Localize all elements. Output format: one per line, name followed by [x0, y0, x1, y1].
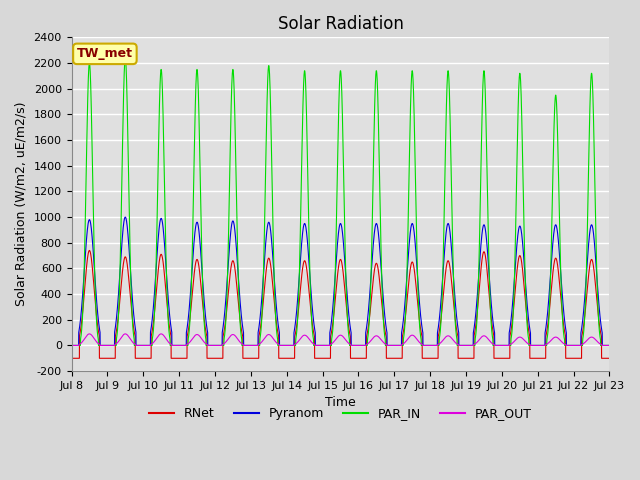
RNet — [461, 355, 469, 361]
PAR_IN — [164, 319, 172, 325]
Legend: RNet, Pyranom, PAR_IN, PAR_OUT: RNet, Pyranom, PAR_IN, PAR_OUT — [144, 402, 537, 425]
Line: RNet: RNet — [72, 251, 609, 358]
PAR_OUT — [605, 343, 612, 348]
Line: PAR_OUT: PAR_OUT — [72, 334, 609, 346]
RNet — [164, 315, 172, 321]
Pyranom — [605, 343, 612, 348]
PAR_IN — [461, 343, 469, 348]
PAR_OUT — [492, 343, 499, 348]
PAR_OUT — [431, 343, 439, 348]
Y-axis label: Solar Radiation (W/m2, uE/m2/s): Solar Radiation (W/m2, uE/m2/s) — [15, 102, 28, 306]
PAR_OUT — [461, 343, 469, 348]
PAR_IN — [492, 343, 499, 348]
PAR_IN — [321, 343, 328, 348]
PAR_IN — [122, 55, 129, 61]
Pyranom — [321, 343, 328, 348]
Pyranom — [492, 343, 499, 348]
Text: TW_met: TW_met — [77, 48, 133, 60]
PAR_OUT — [164, 339, 172, 345]
Pyranom — [164, 297, 172, 303]
RNet — [605, 355, 612, 361]
Title: Solar Radiation: Solar Radiation — [278, 15, 403, 33]
RNet — [431, 355, 439, 361]
RNet — [68, 355, 76, 361]
Line: PAR_IN: PAR_IN — [72, 58, 609, 346]
PAR_OUT — [68, 343, 76, 348]
Pyranom — [68, 343, 76, 348]
X-axis label: Time: Time — [325, 396, 356, 409]
PAR_IN — [605, 343, 613, 348]
PAR_IN — [605, 343, 612, 348]
RNet — [605, 355, 613, 361]
PAR_IN — [431, 343, 439, 348]
Pyranom — [431, 343, 439, 348]
PAR_OUT — [321, 343, 328, 348]
RNet — [321, 355, 328, 361]
Line: Pyranom: Pyranom — [72, 217, 609, 346]
RNet — [492, 355, 499, 361]
RNet — [86, 248, 93, 253]
Pyranom — [605, 343, 613, 348]
PAR_OUT — [86, 331, 93, 337]
Pyranom — [122, 214, 129, 220]
PAR_OUT — [605, 343, 613, 348]
Pyranom — [461, 343, 469, 348]
PAR_IN — [68, 343, 76, 348]
